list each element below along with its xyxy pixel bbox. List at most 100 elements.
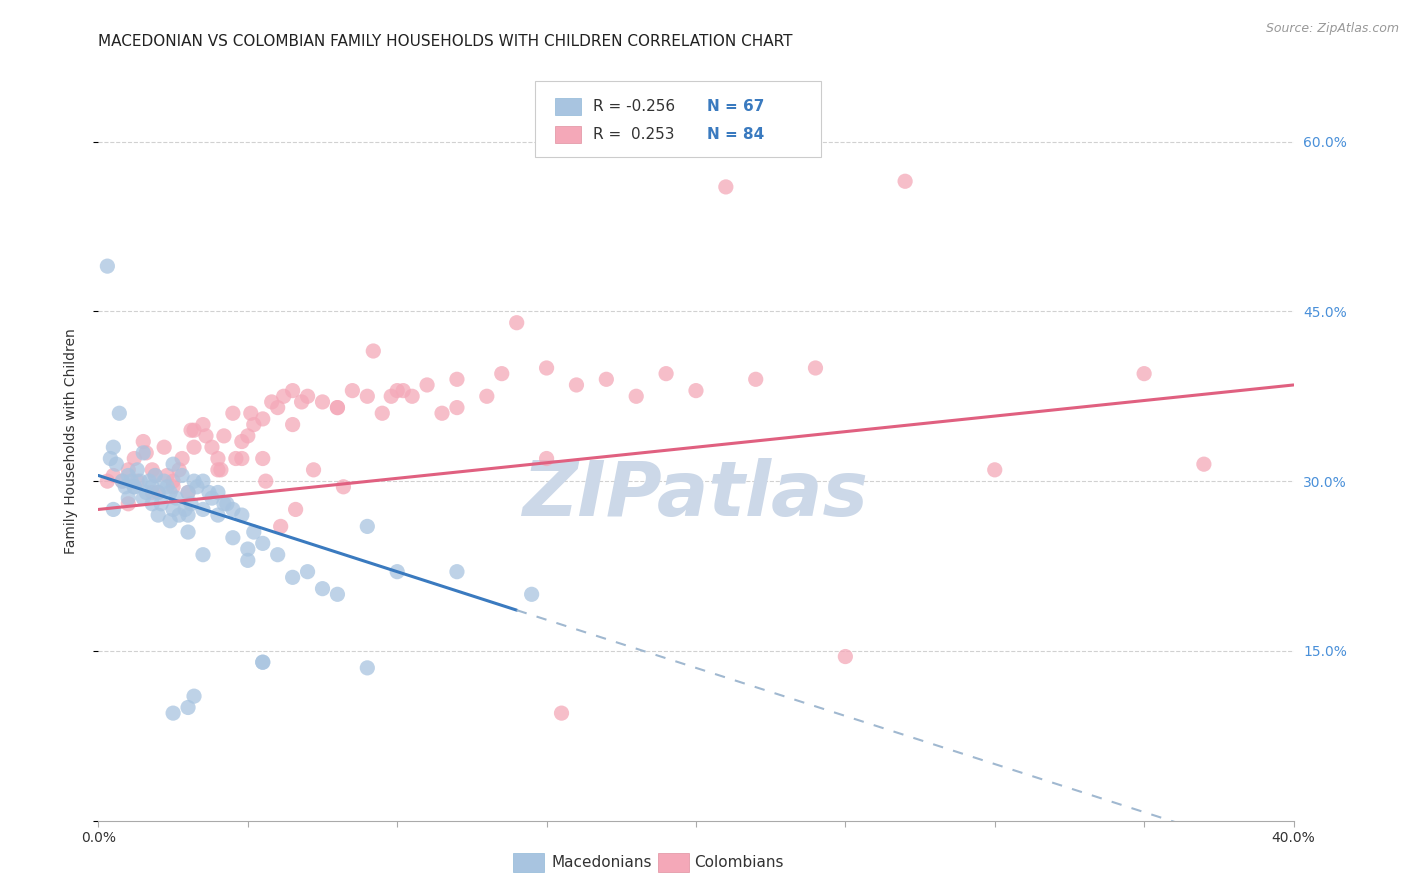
Point: [207, 485, 229, 500]
Point: [148, 508, 170, 522]
Point: [162, 474, 184, 488]
Point: [135, 485, 157, 500]
Point: [127, 463, 149, 477]
Point: [201, 491, 224, 505]
Point: [162, 457, 184, 471]
Point: [162, 480, 184, 494]
Point: [96, 259, 118, 273]
Point: [236, 429, 259, 443]
Point: [148, 485, 170, 500]
Point: [183, 440, 205, 454]
Point: [165, 491, 187, 505]
Point: [138, 474, 160, 488]
Point: [565, 378, 588, 392]
Point: [191, 502, 214, 516]
Point: [231, 434, 253, 449]
Point: [117, 463, 139, 477]
Point: [207, 508, 229, 522]
Point: [626, 389, 648, 403]
Point: [506, 316, 529, 330]
Point: [207, 451, 229, 466]
Text: MACEDONIAN VS COLOMBIAN FAMILY HOUSEHOLDS WITH CHILDREN CORRELATION CHART: MACEDONIAN VS COLOMBIAN FAMILY HOUSEHOLD…: [98, 34, 793, 49]
Y-axis label: Family Households with Children: Family Households with Children: [63, 328, 77, 555]
Point: [475, 389, 498, 403]
Point: [177, 508, 200, 522]
Point: [267, 548, 290, 562]
Point: [356, 389, 378, 403]
Point: [311, 395, 333, 409]
Point: [326, 587, 349, 601]
Point: [231, 508, 253, 522]
Point: [392, 384, 415, 398]
Point: [135, 446, 157, 460]
Point: [183, 474, 205, 488]
Point: [124, 451, 146, 466]
Point: [177, 485, 200, 500]
Point: [209, 463, 232, 477]
Point: [894, 174, 917, 188]
Point: [332, 480, 354, 494]
Point: [231, 451, 253, 466]
Point: [371, 406, 394, 420]
Point: [177, 700, 200, 714]
Point: [103, 440, 125, 454]
Point: [132, 446, 155, 460]
Point: [103, 468, 125, 483]
Point: [236, 542, 259, 557]
Point: [103, 502, 125, 516]
Point: [401, 389, 423, 403]
Point: [225, 451, 247, 466]
Point: [148, 485, 170, 500]
Point: [243, 524, 266, 539]
Text: R =  0.253: R = 0.253: [593, 127, 675, 142]
Point: [239, 406, 262, 420]
Point: [212, 429, 235, 443]
Point: [281, 570, 304, 584]
Point: [177, 524, 200, 539]
Point: [745, 372, 768, 386]
Point: [141, 480, 163, 494]
Point: [385, 565, 409, 579]
Point: [212, 497, 235, 511]
Point: [356, 661, 378, 675]
Point: [172, 451, 194, 466]
Point: [108, 406, 131, 420]
Point: [180, 497, 202, 511]
Point: [416, 378, 439, 392]
Point: [281, 417, 304, 432]
Point: [198, 485, 221, 500]
Text: N = 67: N = 67: [707, 99, 763, 114]
Point: [491, 367, 513, 381]
Point: [595, 372, 617, 386]
Point: [380, 389, 402, 403]
Point: [284, 502, 307, 516]
Point: [207, 463, 229, 477]
Point: [252, 655, 274, 669]
Point: [186, 480, 208, 494]
Point: [132, 491, 155, 505]
Point: [834, 649, 856, 664]
Point: [326, 401, 349, 415]
Point: [167, 508, 190, 522]
Point: [117, 491, 139, 505]
Point: [153, 474, 176, 488]
Point: [195, 429, 218, 443]
Point: [111, 474, 134, 488]
Point: [180, 423, 202, 437]
Point: [141, 497, 163, 511]
Point: [1133, 367, 1156, 381]
Point: [342, 384, 364, 398]
Text: Macedonians: Macedonians: [551, 855, 651, 870]
Point: [117, 497, 139, 511]
Point: [1192, 457, 1215, 471]
Point: [536, 361, 558, 376]
Point: [143, 468, 166, 483]
FancyBboxPatch shape: [534, 81, 821, 157]
Point: [363, 344, 385, 359]
Point: [159, 485, 181, 500]
Point: [260, 395, 283, 409]
Point: [191, 417, 214, 432]
Point: [222, 502, 245, 516]
Text: R = -0.256: R = -0.256: [593, 99, 675, 114]
Point: [252, 536, 274, 550]
